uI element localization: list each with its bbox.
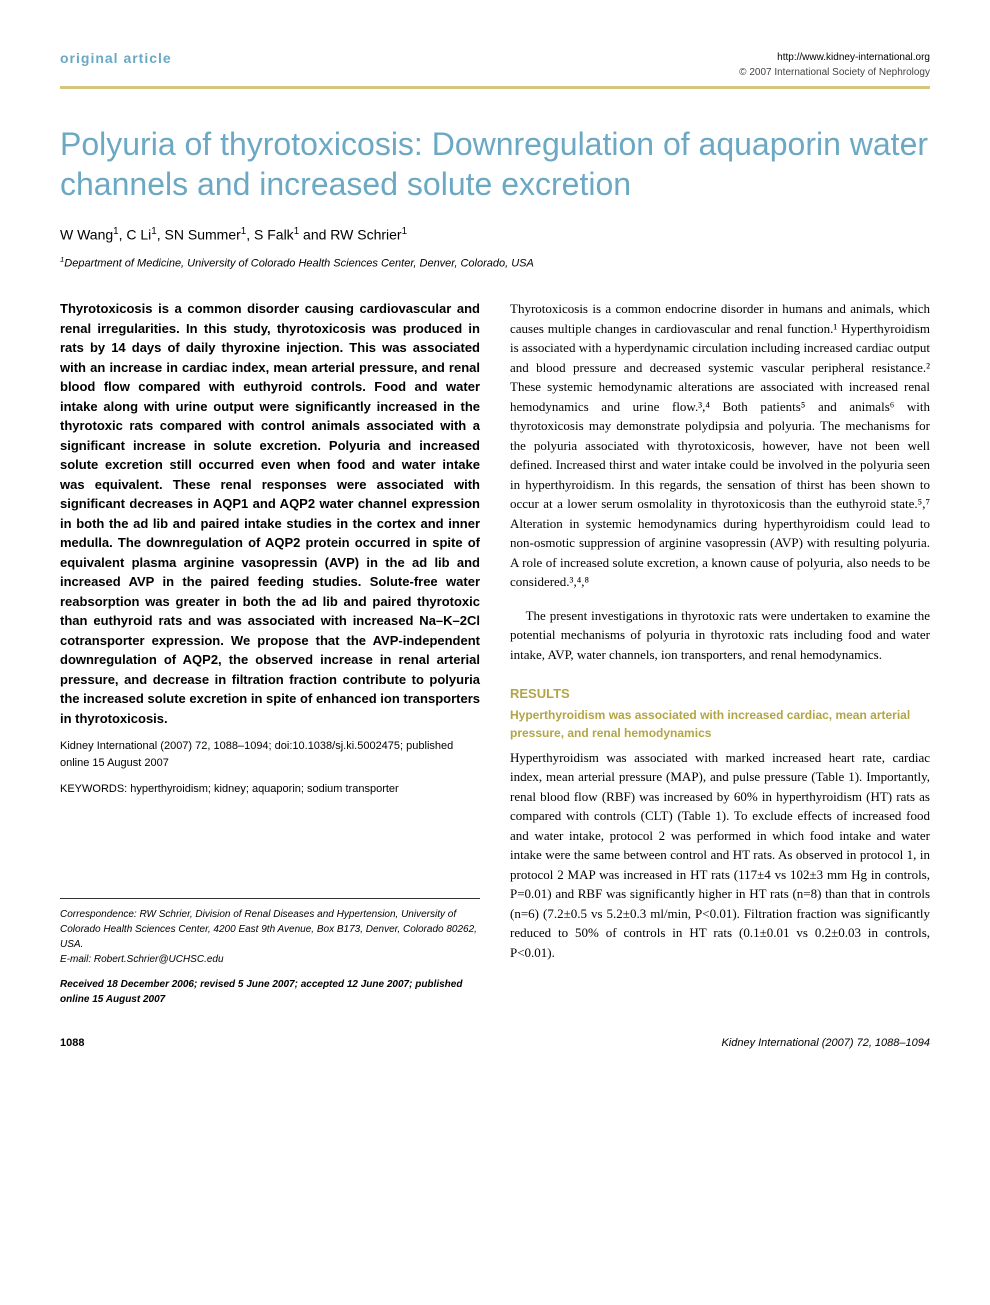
- journal-url: http://www.kidney-international.org: [739, 50, 930, 65]
- citation-line: Kidney International (2007) 72, 1088–109…: [60, 738, 480, 771]
- footer-journal-ref: Kidney International (2007) 72, 1088–109…: [721, 1037, 930, 1049]
- header-right: http://www.kidney-international.org © 20…: [739, 50, 930, 80]
- title-block: Polyuria of thyrotoxicosis: Downregulati…: [60, 124, 930, 204]
- author-list: W Wang1, C Li1, SN Summer1, S Falk1 and …: [60, 226, 930, 243]
- article-type-label: original article: [60, 50, 172, 66]
- intro-paragraph-1: Thyrotoxicosis is a common endocrine dis…: [510, 299, 930, 592]
- correspondence-text: Correspondence: RW Schrier, Division of …: [60, 907, 480, 952]
- correspondence-email: E-mail: Robert.Schrier@UCHSC.edu: [60, 952, 480, 967]
- received-dates: Received 18 December 2006; revised 5 Jun…: [60, 977, 480, 1007]
- right-column: Thyrotoxicosis is a common endocrine dis…: [510, 299, 930, 1007]
- results-heading: RESULTS: [510, 684, 930, 704]
- page-footer: 1088 Kidney International (2007) 72, 108…: [60, 1037, 930, 1049]
- column-spacer: [60, 818, 480, 898]
- results-subheading: Hyperthyroidism was associated with incr…: [510, 706, 930, 742]
- page-number: 1088: [60, 1037, 84, 1049]
- intro-paragraph-2: The present investigations in thyrotoxic…: [510, 606, 930, 665]
- left-column: Thyrotoxicosis is a common disorder caus…: [60, 299, 480, 1007]
- results-paragraph-1: Hyperthyroidism was associated with mark…: [510, 748, 930, 963]
- affiliation: 1Department of Medicine, University of C…: [60, 255, 930, 270]
- correspondence-block: Correspondence: RW Schrier, Division of …: [60, 898, 480, 1007]
- abstract-text: Thyrotoxicosis is a common disorder caus…: [60, 299, 480, 728]
- keywords-line: KEYWORDS: hyperthyroidism; kidney; aquap…: [60, 781, 480, 798]
- two-column-body: Thyrotoxicosis is a common disorder caus…: [60, 299, 930, 1007]
- article-title: Polyuria of thyrotoxicosis: Downregulati…: [60, 124, 930, 204]
- header-bar: original article http://www.kidney-inter…: [60, 50, 930, 89]
- copyright-line: © 2007 International Society of Nephrolo…: [739, 65, 930, 80]
